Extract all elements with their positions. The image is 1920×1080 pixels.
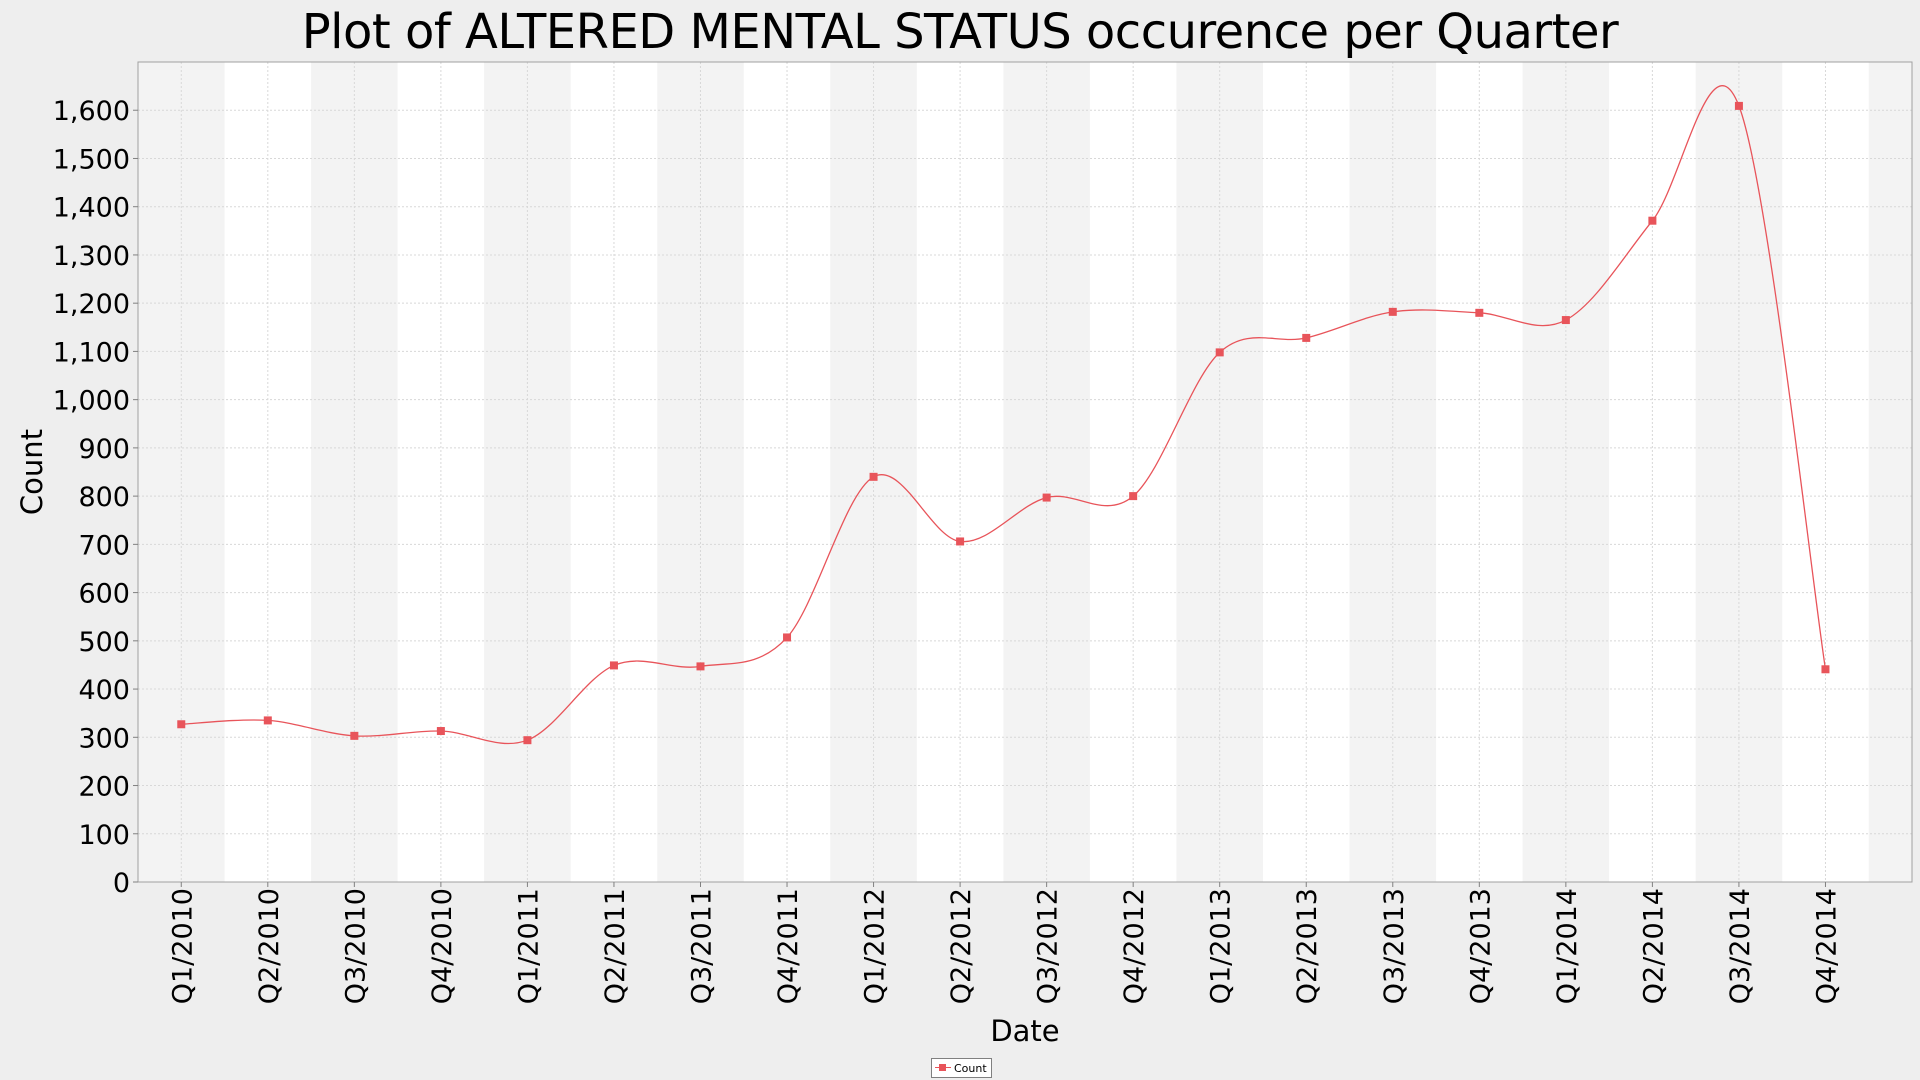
data-point [956,537,965,546]
y-tick-label: 600 [78,579,130,610]
data-point [609,661,618,670]
y-tick-label: 1,400 [53,193,130,224]
x-tick-label: Q4/2014 [1811,888,1842,1004]
x-tick-label: Q3/2012 [1033,888,1064,1004]
x-tick-label: Q1/2014 [1552,888,1583,1004]
data-point [1561,316,1570,325]
y-tick-label: 700 [78,530,130,561]
x-tick-label: Q1/2011 [513,888,544,1004]
data-point [869,472,878,481]
y-tick-label: 800 [78,482,130,513]
x-axis-title: Date [990,1014,1059,1048]
x-tick-label: Q3/2011 [686,888,717,1004]
data-point [263,716,272,725]
grid-lines [138,62,1912,883]
x-tick-label: Q4/2012 [1119,888,1150,1004]
data-point [1734,101,1743,110]
y-tick-label: 1,100 [53,337,130,368]
y-tick-label: 400 [78,675,130,706]
data-point [436,727,445,736]
y-tick-label: 1,300 [53,241,130,272]
y-tick-label: 1,200 [53,289,130,320]
y-axis: 0 100 200 300 400 500 600 700 800 900 1,000 1,100 1,… [53,96,138,899]
y-tick-label: 1,500 [53,144,130,175]
x-tick-label: Q2/2011 [600,888,631,1004]
y-tick-label: 500 [78,627,130,658]
category-bands [138,62,1912,882]
x-tick-label: Q2/2014 [1638,888,1669,1004]
x-tick-label: Q2/2012 [946,888,977,1004]
data-point [1821,665,1830,674]
data-point [177,720,186,729]
x-tick-label: Q2/2010 [254,888,285,1004]
legend-label: Count [954,1061,987,1075]
y-tick-label: 1,000 [53,386,130,417]
x-tick-label: Q1/2012 [860,888,891,1004]
data-point [350,731,359,740]
series-count [177,85,1830,745]
plot-area-border [137,61,1913,883]
data-point [1302,333,1311,342]
x-tick-label: Q4/2010 [427,888,458,1004]
x-tick-label: Q3/2010 [340,888,371,1004]
legend: Count [931,1058,992,1078]
x-tick-label: Q4/2011 [773,888,804,1004]
y-tick-label: 900 [78,434,130,465]
x-tick-label: Q2/2013 [1292,888,1323,1004]
x-tick-label: Q1/2010 [167,888,198,1004]
data-point [1475,308,1484,317]
y-tick-label: 1,600 [53,96,130,127]
x-tick-label: Q1/2013 [1206,888,1237,1004]
category-band [1868,62,1912,882]
legend-swatch-icon [935,1063,951,1073]
data-point [1215,348,1224,357]
data-point [523,736,532,745]
data-point [696,662,705,671]
y-tick-label: 300 [78,723,130,754]
chart-title: Plot of ALTERED MENTAL STATUS occurence … [301,4,1619,60]
data-point [1129,492,1138,501]
x-tick-label: Q3/2014 [1725,888,1756,1004]
x-axis: Q1/2010 Q2/2010 Q3/2010 Q4/2010 Q1/2011 Q2/20… [167,882,1842,1004]
y-axis-title: Count [15,429,49,515]
y-tick-label: 100 [78,820,130,851]
y-tick-label: 200 [78,772,130,803]
data-point [1042,493,1051,502]
x-tick-label: Q4/2013 [1465,888,1496,1004]
data-point [1388,307,1397,316]
data-point [1648,216,1657,225]
x-tick-label: Q3/2013 [1379,888,1410,1004]
data-point [783,633,792,642]
y-tick-label: 0 [113,868,130,899]
